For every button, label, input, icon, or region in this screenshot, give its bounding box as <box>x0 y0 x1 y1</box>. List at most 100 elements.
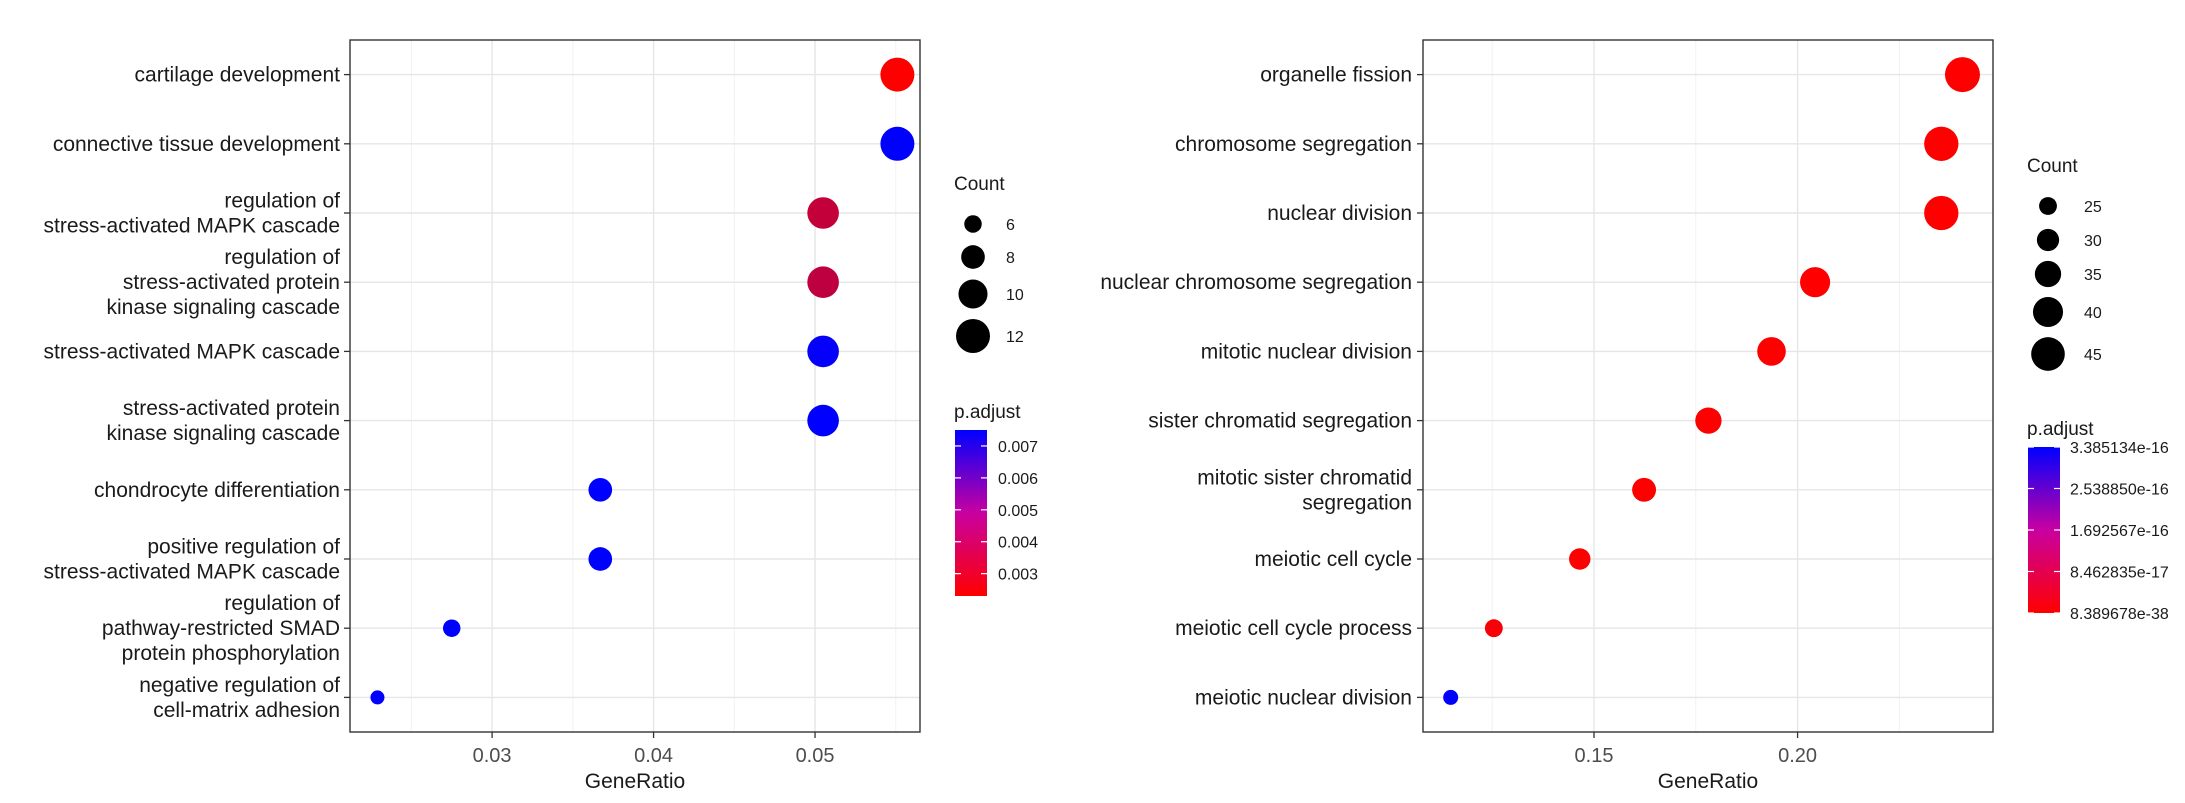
color-legend-label: 2.538850e-16 <box>2070 482 2169 499</box>
category-label-line: meiotic nuclear division <box>1195 686 1412 709</box>
color-legend: p.adjust 0.007 0.006 0.005 0.004 0.003 <box>954 402 1038 596</box>
data-point <box>370 690 385 705</box>
data-point <box>442 619 461 637</box>
category-label-line: stress-activated MAPK cascade <box>44 215 340 238</box>
category-label: organelle fission <box>1260 64 1412 87</box>
size-legend-dot <box>2031 337 2065 371</box>
size-legend-title: Count <box>954 174 1005 195</box>
category-label-line: regulation of <box>224 190 340 213</box>
data-point <box>1757 337 1786 366</box>
data-point <box>880 57 915 92</box>
x-axis-title: GeneRatio <box>585 770 685 793</box>
color-legend-title: p.adjust <box>2027 419 2094 440</box>
category-label: nuclear chromosome segregation <box>1100 271 1412 294</box>
category-label-line: pathway-restricted SMAD <box>102 617 340 640</box>
x-axis-title: GeneRatio <box>1658 770 1758 793</box>
category-label: regulation of pathway-restricted SMAD prot… <box>102 592 340 665</box>
size-legend: Count 6 8 10 12 <box>954 174 1024 353</box>
category-label-line: kinase signaling cascade <box>107 422 340 445</box>
data-point <box>1800 267 1831 298</box>
x-tick-label: 0.04 <box>634 745 673 767</box>
data-point <box>1944 57 1980 93</box>
x-tick-label: 0.05 <box>796 745 835 767</box>
color-legend-bar <box>955 430 987 596</box>
category-label-line: organelle fission <box>1260 64 1412 87</box>
data-point <box>1695 407 1722 434</box>
data-point <box>588 547 613 571</box>
data-point <box>880 126 915 161</box>
category-label-line: connective tissue development <box>53 133 340 156</box>
plot-border <box>1422 39 1994 733</box>
size-legend-dot <box>2032 296 2064 328</box>
color-legend-label: 8.389678e-38 <box>2070 606 2169 623</box>
category-label: negative regulation of cell-matrix adhesi… <box>139 674 340 722</box>
category-label: positive regulation of stress-activated M… <box>44 536 341 584</box>
category-label-line: meiotic cell cycle process <box>1175 617 1412 640</box>
data-point <box>1484 619 1503 638</box>
data-point <box>1924 126 1959 161</box>
category-label-line: mitotic nuclear division <box>1201 340 1412 363</box>
size-legend-label: 8 <box>1006 250 1015 267</box>
data-point <box>807 335 839 368</box>
size-legend-label: 40 <box>2084 305 2102 322</box>
data-point <box>807 404 839 437</box>
category-label: regulation of stress-activated MAPK casca… <box>44 190 341 238</box>
data-point <box>1443 689 1459 705</box>
size-legend-dot <box>958 279 988 309</box>
category-label: meiotic cell cycle <box>1254 548 1412 571</box>
category-label: stress-activated MAPK cascade <box>44 340 340 363</box>
category-label-line: regulation of <box>224 592 340 615</box>
size-legend-dot <box>2036 228 2060 252</box>
data-point <box>1632 477 1657 502</box>
size-legend-label: 30 <box>2084 233 2102 250</box>
size-legend-title: Count <box>2027 156 2078 177</box>
x-tick-label: 0.15 <box>1575 745 1614 767</box>
category-label: mitotic nuclear division <box>1201 340 1412 363</box>
color-legend-label: 3.385134e-16 <box>2070 440 2169 457</box>
category-label: nuclear division <box>1267 202 1412 225</box>
chart-panel-2: organelle fission chromosome segregation n… <box>1100 39 2169 793</box>
x-tick-label: 0.03 <box>473 745 512 767</box>
size-legend-label: 6 <box>1006 217 1015 234</box>
color-legend-label: 0.004 <box>998 535 1038 552</box>
category-label: sister chromatid segregation <box>1148 410 1412 433</box>
category-label-line: positive regulation of <box>147 536 340 559</box>
category-label-line: nuclear division <box>1267 202 1412 225</box>
category-label-line: stress-activated MAPK cascade <box>44 340 340 363</box>
color-legend-label: 0.003 <box>998 567 1038 584</box>
size-legend-dot <box>2034 260 2062 288</box>
category-label-line: protein phosphorylation <box>122 642 340 665</box>
category-label: meiotic nuclear division <box>1195 686 1412 709</box>
category-label: chromosome segregation <box>1175 133 1412 156</box>
category-label-line: regulation of <box>224 246 340 269</box>
category-label-line: stress-activated protein <box>123 397 340 420</box>
size-legend-label: 25 <box>2084 199 2102 216</box>
size-legend-dot <box>956 319 990 353</box>
category-label-line: chromosome segregation <box>1175 133 1412 156</box>
color-legend-label: 0.006 <box>998 471 1038 488</box>
category-label-line: sister chromatid segregation <box>1148 410 1412 433</box>
category-label: chondrocyte differentiation <box>94 479 340 502</box>
gridlines <box>1423 40 1993 732</box>
size-legend-dot <box>2039 197 2057 215</box>
size-legend-label: 10 <box>1006 287 1024 304</box>
data-point <box>807 266 839 298</box>
size-legend-label: 45 <box>2084 347 2102 364</box>
chart-panel-1: cartilage development connective tissue d… <box>44 39 1038 793</box>
color-legend-label: 1.692567e-16 <box>2070 523 2169 540</box>
size-legend-label: 12 <box>1006 329 1024 346</box>
color-legend-label: 0.005 <box>998 503 1038 520</box>
size-legend-label: 35 <box>2084 267 2102 284</box>
category-label-line: segregation <box>1302 491 1412 514</box>
x-tick-label: 0.20 <box>1778 745 1817 767</box>
size-legend-dot <box>961 245 985 269</box>
category-label: stress-activated protein kinase signaling… <box>107 397 340 445</box>
category-label: regulation of stress-activated protein kin… <box>107 246 341 319</box>
size-legend-dot <box>964 215 982 233</box>
category-label-line: kinase signaling cascade <box>107 296 340 319</box>
category-label-line: chondrocyte differentiation <box>94 479 340 502</box>
category-label-line: stress-activated MAPK cascade <box>44 561 340 584</box>
category-label-line: cartilage development <box>135 64 341 87</box>
color-legend-label: 8.462835e-17 <box>2070 565 2169 582</box>
